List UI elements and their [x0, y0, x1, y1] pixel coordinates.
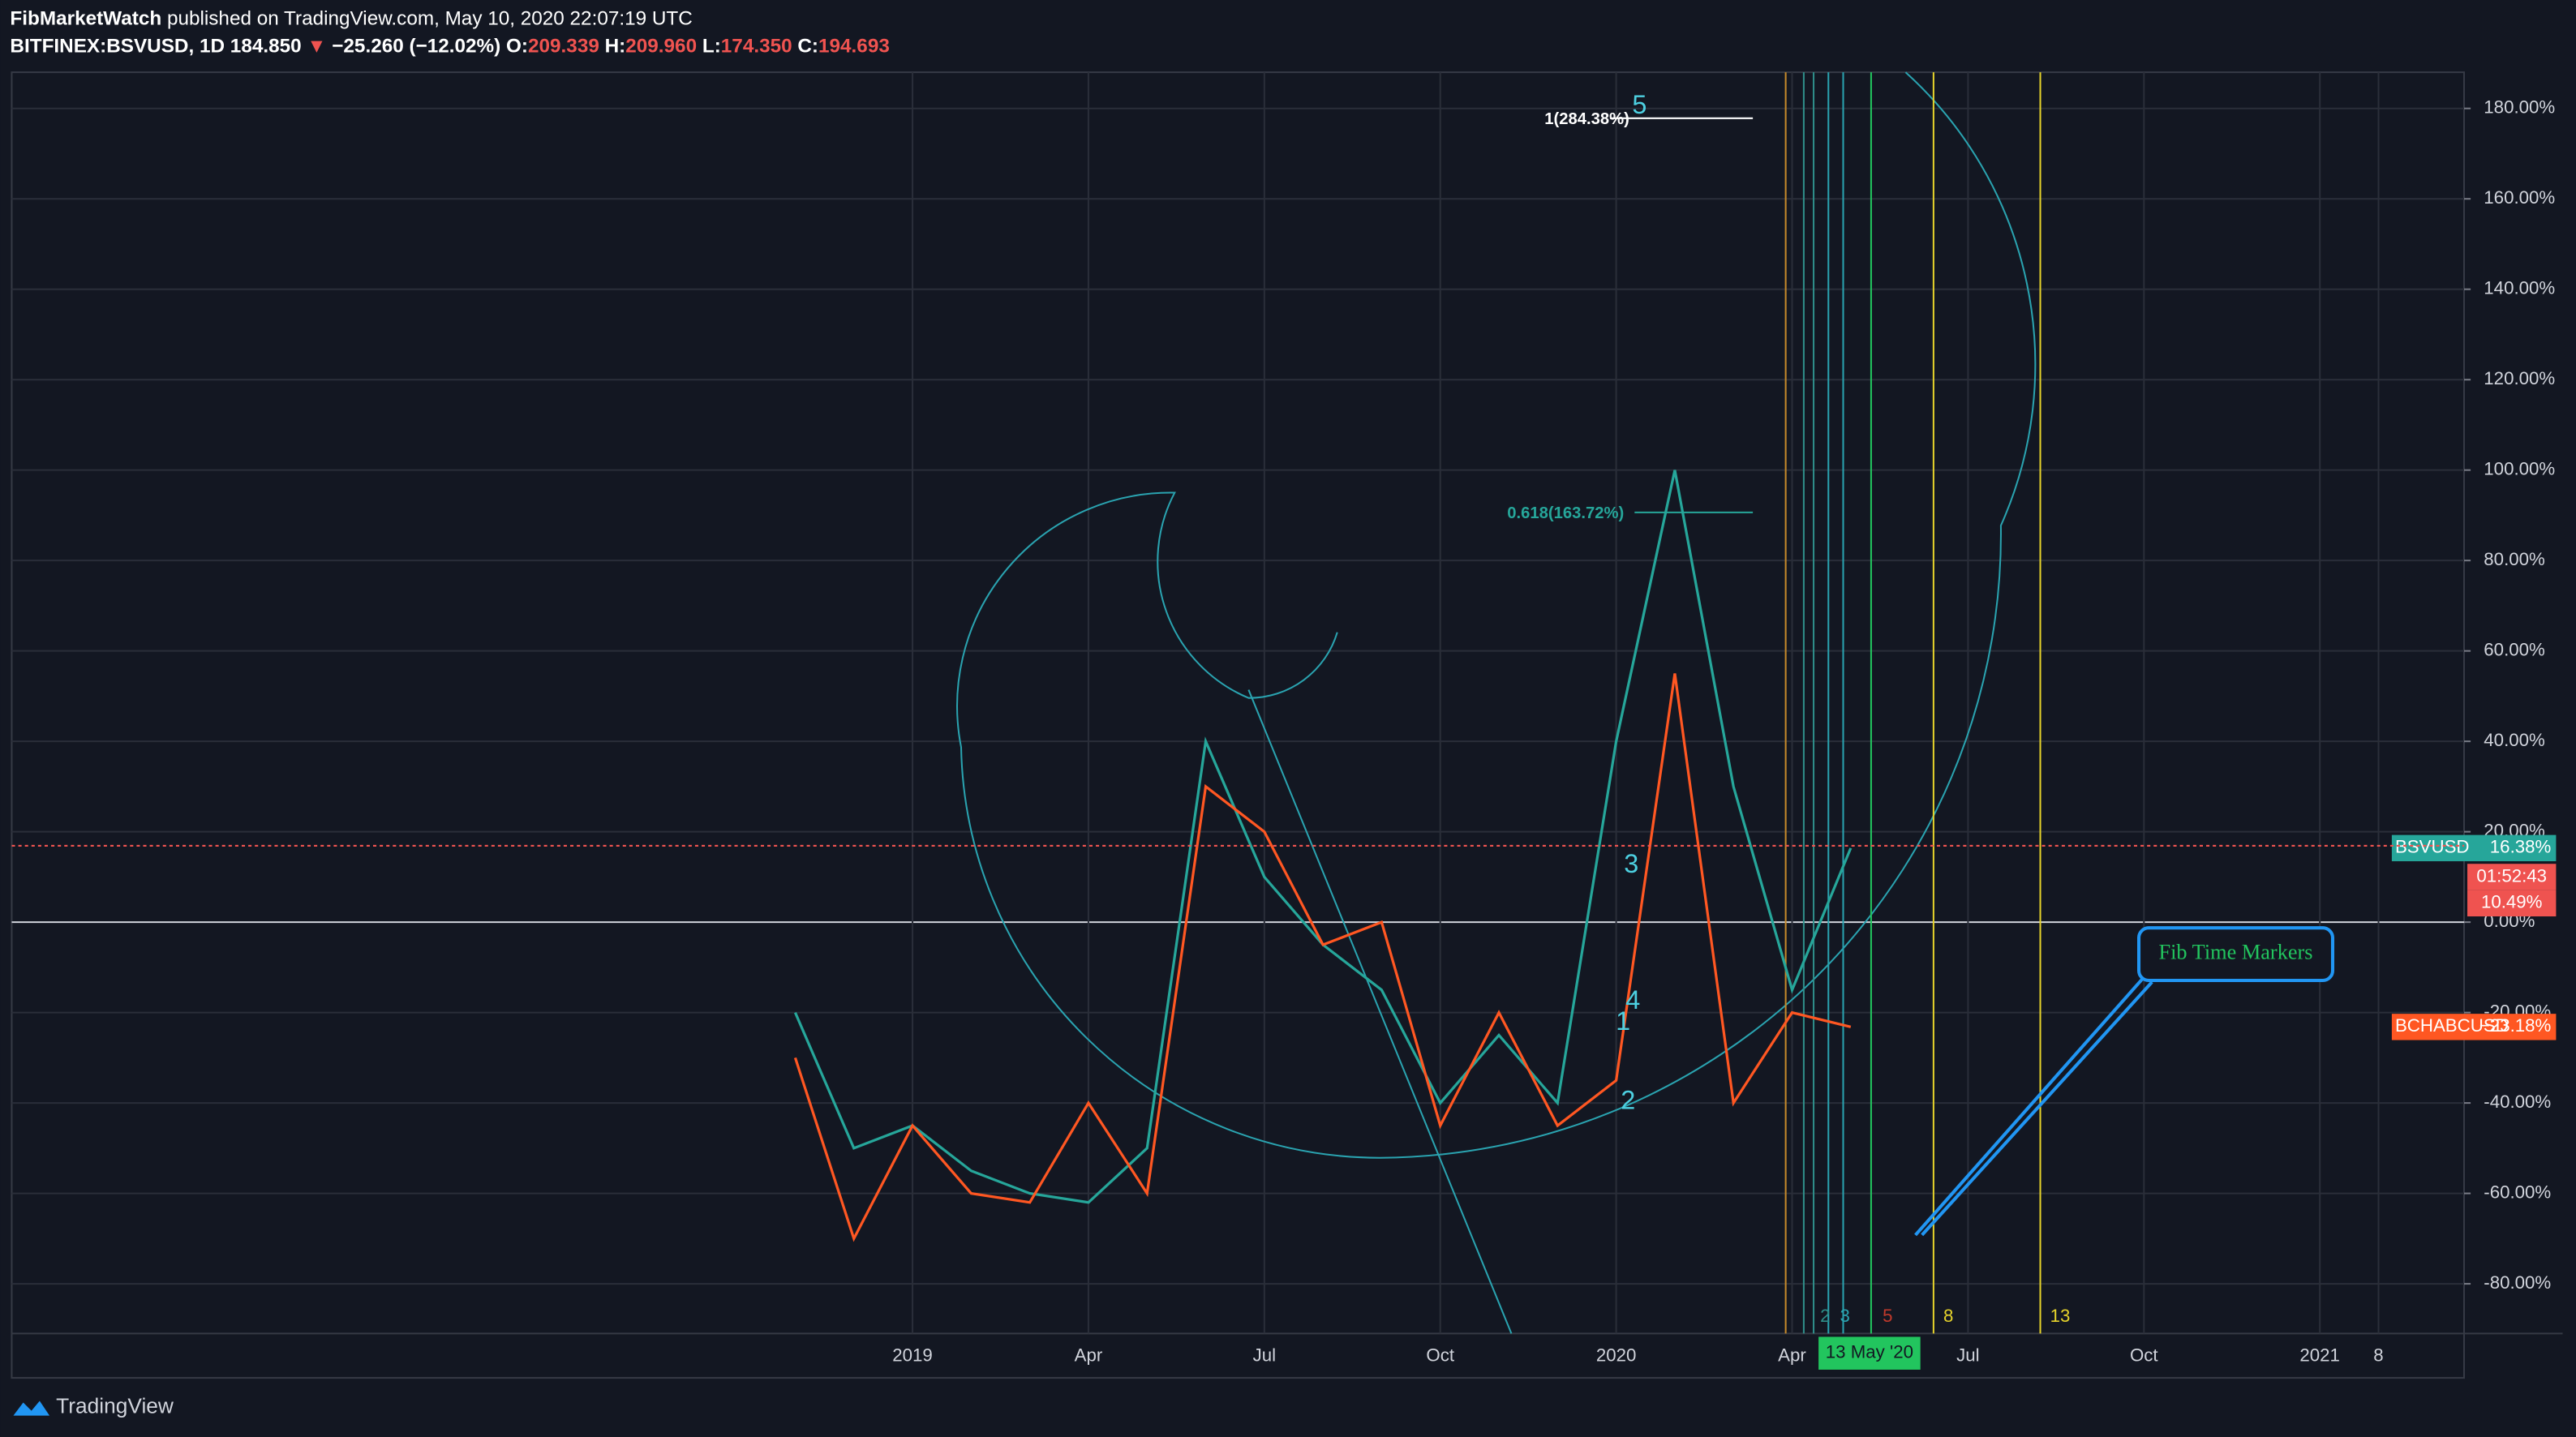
wave-label: 3: [1624, 849, 1638, 878]
y-tick-label: 40.00%: [2484, 730, 2545, 750]
fib-time-number: 3: [1840, 1306, 1849, 1326]
price-badge: [2391, 1014, 2557, 1040]
x-tick-label: 2021: [2299, 1345, 2340, 1366]
quote-part: 209.960: [625, 36, 697, 58]
quote-part: −25.260 (−12.02%): [332, 36, 500, 58]
quote-part: 194.693: [818, 36, 890, 58]
callout-text: Fib Time Markers: [2158, 941, 2312, 964]
countdown-badge: [2467, 864, 2557, 890]
x-tick-label: Oct: [2130, 1345, 2158, 1366]
callout-box: [2136, 926, 2335, 983]
y-tick-label: 80.00%: [2484, 549, 2545, 569]
fib-label: 0.618(163.72%): [1507, 504, 1624, 522]
y-tick-label: 160.00%: [2484, 187, 2555, 208]
y-tick-label: -60.00%: [2484, 1182, 2551, 1202]
series-name: BSVUSD: [2395, 837, 2470, 857]
countdown: 01:52:43: [2476, 865, 2547, 886]
y-tick-label: 100.00%: [2484, 459, 2555, 479]
x-tick-label: 2019: [892, 1345, 933, 1366]
quote-part: 184.850: [230, 36, 302, 58]
quote-part: O:: [506, 36, 528, 58]
date-badge-text: 13 May '20: [1826, 1342, 1913, 1362]
y-tick-label: -80.00%: [2484, 1272, 2551, 1293]
x-tick-label: Apr: [1075, 1345, 1103, 1366]
x-tick-label: Jul: [1956, 1345, 1979, 1366]
y-tick-label: 140.00%: [2484, 278, 2555, 298]
quote-part: C:: [797, 36, 818, 58]
wave-label: 2: [1621, 1085, 1635, 1114]
fib-time-number: 2: [1820, 1306, 1830, 1326]
x-tick-label: Apr: [1778, 1345, 1806, 1366]
x-tick-label: Oct: [1426, 1345, 1454, 1366]
callout-line: [1921, 980, 2153, 1237]
y-tick-label: -40.00%: [2484, 1092, 2551, 1112]
quote-part: 209.339: [528, 36, 599, 58]
y-tick-label: 120.00%: [2484, 368, 2555, 388]
quote-part: L:: [702, 36, 721, 58]
header-line: FibMarketWatch published on TradingView.…: [10, 8, 692, 30]
fib-time-number: 13: [2050, 1306, 2071, 1326]
wave-label: 1: [1616, 1006, 1630, 1036]
y-tick-label: 180.00%: [2484, 97, 2555, 118]
series-name: BCHABCUSD: [2395, 1015, 2509, 1036]
x-tick-label: 2020: [1596, 1345, 1637, 1366]
value-label: 16.38%: [2490, 837, 2552, 857]
quote-part: BITFINEX:BSVUSD, 1D: [10, 36, 225, 58]
wave-label: 5: [1632, 90, 1646, 119]
fib-time-number: 5: [1883, 1306, 1892, 1326]
value-badge: [2467, 890, 2557, 917]
secondary-value: 10.49%: [2481, 892, 2543, 912]
quote-part: ▼: [307, 36, 326, 58]
quote-part: 174.350: [721, 36, 792, 58]
date-badge: [1818, 1336, 1921, 1370]
y-tick-label: 60.00%: [2484, 640, 2545, 660]
callout-line: [1914, 974, 2147, 1237]
brand: TradingView: [56, 1394, 174, 1418]
fib-time-lines: [1784, 72, 2041, 1334]
fib-time-number: 8: [1943, 1306, 1953, 1326]
x-tick-label: 8: [2373, 1345, 2383, 1366]
published: published on TradingView.com, May 10, 20…: [167, 8, 693, 30]
fib-spiral: [956, 71, 2037, 1159]
logo: [13, 1401, 50, 1416]
wave-label: 4: [1625, 985, 1640, 1014]
publisher: FibMarketWatch: [10, 8, 161, 30]
quote-line: BITFINEX:BSVUSD, 1D 184.850 ▼ −25.260 (−…: [10, 36, 889, 58]
price-badge: [2391, 834, 2557, 862]
trend-line: [1247, 689, 1513, 1334]
value-label: −23.18%: [2479, 1015, 2552, 1036]
quote-part: H:: [605, 36, 626, 58]
series-line: [793, 673, 1852, 1242]
fib-label: 1(284.38%): [1544, 110, 1629, 128]
x-tick-label: Jul: [1253, 1345, 1276, 1366]
